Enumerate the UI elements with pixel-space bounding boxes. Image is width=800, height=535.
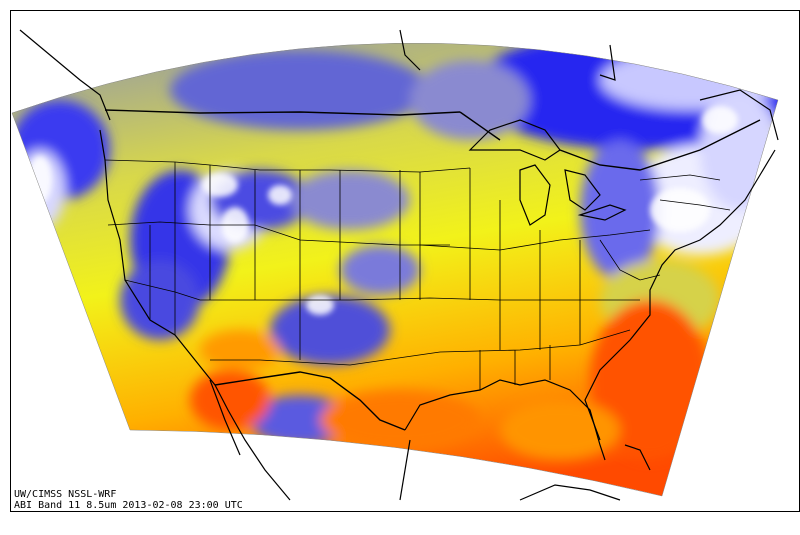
caption-model-name: UW/CIMSS NSSL-WRF xyxy=(14,489,117,500)
caption-band-datetime: ABI Band 11 8.5um 2013-02-08 23:00 UTC xyxy=(14,500,243,511)
state-borders xyxy=(104,159,731,390)
model-domain-outline xyxy=(11,42,779,497)
coastlines xyxy=(19,29,779,501)
country-borders xyxy=(104,109,761,431)
